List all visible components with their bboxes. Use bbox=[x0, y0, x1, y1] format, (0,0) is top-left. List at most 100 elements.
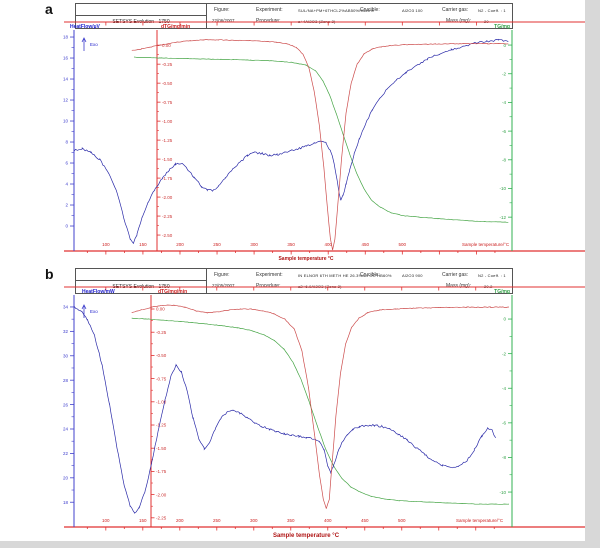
tg-tick-label: -10 bbox=[499, 490, 506, 495]
dtg-axis-title: dTG/mg/min bbox=[158, 289, 187, 295]
procedure-label: Procedure: bbox=[256, 18, 281, 24]
heatflow-axis-title: HeatFlow/µV bbox=[70, 24, 100, 30]
tg-curve bbox=[131, 317, 510, 505]
tg-tick-label: -6 bbox=[502, 129, 506, 134]
dtg-axis-title: dTG/mg/min bbox=[161, 24, 190, 30]
panel-label-a: a bbox=[45, 1, 53, 17]
page-gutter-right bbox=[585, 0, 600, 548]
tg-tick-label: -2 bbox=[502, 351, 506, 356]
x-axis-title: Sample temperature °C bbox=[278, 256, 333, 262]
dtg-tick-label: -0.75 bbox=[156, 376, 167, 381]
instrument-cell-blank bbox=[76, 269, 206, 281]
exo-label: Exo bbox=[90, 309, 98, 314]
experiment-label: Experiment: bbox=[256, 7, 283, 13]
heatflow-tick-label: 20 bbox=[63, 476, 69, 481]
chart-a-plot: 100 150 200 250 300 350 400 450 5001816141210864… bbox=[63, 21, 586, 262]
chart-b-plot: 100 150 200 250 300 350 400 450 5003432302826242… bbox=[63, 286, 586, 539]
experiment-label: Experiment: bbox=[256, 272, 283, 278]
experiment-value: IN ELNOR 6TH METH HE 26.3%AB CO HB60% bbox=[298, 273, 392, 278]
heatflow-tick-label: 6 bbox=[65, 161, 68, 166]
dtg-tick-label: -1.25 bbox=[162, 138, 173, 143]
dtg-tick-label: -1.25 bbox=[156, 423, 167, 428]
x-tick-label: 450 bbox=[361, 518, 369, 523]
dtg-tick-label: -1.00 bbox=[156, 400, 167, 405]
heatflow-tick-label: 18 bbox=[63, 35, 69, 40]
crucible-value: Al2O3 100 bbox=[402, 8, 423, 13]
figure-label: Figure: bbox=[214, 7, 230, 13]
exo-label: Exo bbox=[90, 42, 98, 47]
carrier-gas-value: N2 - Coeff. : 1 bbox=[478, 273, 506, 278]
dtg-tick-label: -0.50 bbox=[156, 353, 167, 358]
dtg-tick-label: -2.25 bbox=[156, 516, 167, 521]
x-tick-label: 150 bbox=[139, 242, 147, 247]
crucible-value: Al2O3 900 bbox=[402, 273, 423, 278]
x-tick-label: 400 bbox=[324, 242, 332, 247]
tg-tick-label: -8 bbox=[502, 455, 506, 460]
x-tick-label: 150 bbox=[139, 518, 147, 523]
tg-tick-label: -4 bbox=[502, 386, 506, 391]
mass-label: Mass (mg): bbox=[446, 18, 471, 24]
dtg-tick-label: -2.00 bbox=[156, 492, 167, 497]
dtg-tick-label: -0.75 bbox=[162, 100, 173, 105]
x-tick-label: 500 bbox=[398, 518, 406, 523]
dtg-tick-label: 0.00 bbox=[156, 307, 165, 312]
heatflow-tick-label: 4 bbox=[65, 182, 68, 187]
panel-label-b: b bbox=[45, 266, 54, 282]
heatflow-tick-label: 12 bbox=[63, 98, 69, 103]
x-tick-label: 350 bbox=[287, 518, 295, 523]
dtg-tick-label: -1.50 bbox=[162, 157, 173, 162]
tg-tick-label: -4 bbox=[502, 100, 506, 105]
procedure-label: Procedure: bbox=[256, 283, 281, 289]
x-axis-inline-title: Sample temperature/°C bbox=[456, 518, 504, 523]
x-tick-label: 250 bbox=[213, 242, 221, 247]
figure-label: Figure: bbox=[214, 272, 230, 278]
dtg-tick-label: -2.25 bbox=[162, 214, 173, 219]
dtg-tick-label: -0.25 bbox=[156, 330, 167, 335]
dtg-tick-label: -0.50 bbox=[162, 81, 173, 86]
heatflow-curve bbox=[73, 38, 509, 244]
heatflow-axis-title: HeatFlow/mW bbox=[82, 289, 115, 295]
dtg-tick-label: -1.50 bbox=[156, 446, 167, 451]
heatflow-tick-label: 14 bbox=[63, 77, 69, 82]
carrier-gas-value: N2 - Coeff. : 1 bbox=[478, 8, 506, 13]
heatflow-tick-label: 16 bbox=[63, 56, 69, 61]
heatflow-tick-label: 32 bbox=[63, 329, 69, 334]
chart-panel-b: SETSYS Evolution - 1750 Figure: 22/05/20… bbox=[0, 265, 600, 548]
x-tick-label: 300 bbox=[250, 518, 258, 523]
tg-axis-title: TG/mg bbox=[494, 24, 510, 30]
x-tick-label: 400 bbox=[324, 518, 332, 523]
tg-tick-label: -6 bbox=[502, 421, 506, 426]
x-tick-label: 200 bbox=[176, 242, 184, 247]
tg-tick-label: 0 bbox=[503, 43, 506, 48]
heatflow-tick-label: 0 bbox=[65, 224, 68, 229]
heatflow-tick-label: 10 bbox=[63, 119, 69, 124]
heatflow-tick-label: 18 bbox=[63, 500, 69, 505]
instrument-cell-blank bbox=[76, 4, 206, 16]
dtg-tick-label: -1.75 bbox=[156, 469, 167, 474]
heatflow-tick-label: 30 bbox=[63, 353, 69, 358]
heatflow-tick-label: 34 bbox=[63, 305, 69, 310]
figure-date: 22/06/2007 bbox=[212, 18, 235, 23]
tg-tick-label: -2 bbox=[502, 71, 506, 76]
experiment-header-b: SETSYS Evolution - 1750 Figure: 22/05/20… bbox=[75, 268, 513, 294]
tg-tick-label: -8 bbox=[502, 157, 506, 162]
dtg-tick-label: -2.00 bbox=[162, 195, 173, 200]
dtg-tick-label: -0.25 bbox=[162, 62, 173, 67]
heatflow-tick-label: 26 bbox=[63, 402, 69, 407]
tg-tick-label: 0 bbox=[503, 317, 506, 322]
dtg-curve bbox=[131, 304, 510, 509]
x-axis-title: Sample temperature °C bbox=[273, 533, 340, 539]
crucible-label: Crucible: bbox=[360, 272, 380, 278]
dtg-tick-label: -1.75 bbox=[162, 176, 173, 181]
heatflow-tick-label: 8 bbox=[65, 140, 68, 145]
x-tick-label: 100 bbox=[102, 518, 110, 523]
x-tick-label: 100 bbox=[102, 242, 110, 247]
page-gutter-bottom bbox=[0, 541, 600, 548]
tg-curve bbox=[133, 56, 509, 223]
heatflow-tick-label: 22 bbox=[63, 451, 69, 456]
crucible-label: Crucible: bbox=[360, 7, 380, 13]
x-tick-label: 300 bbox=[250, 242, 258, 247]
dtg-curve bbox=[131, 39, 509, 251]
heatflow-tick-label: 2 bbox=[65, 203, 68, 208]
